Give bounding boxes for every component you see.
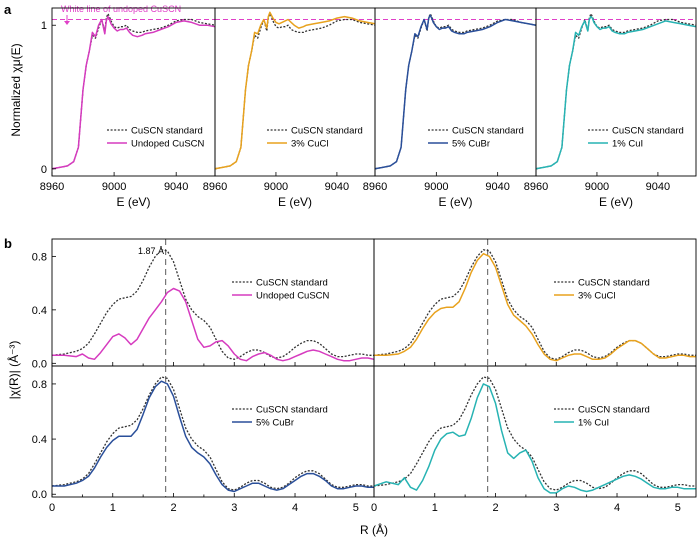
legend: CuSCN standard Undoped CuSCN [232,278,330,302]
y-tick-label: 0.8 [32,251,47,263]
chart-a2: 8960 9000 9040 E (eV) CuSCN standard 3% CuCl [203,7,376,209]
chart-b2: CuSCN standard 3% CuCl [373,238,697,367]
chart-b3: 0 1 2 3 4 5 0.0 0.4 0.8 CuSCN standard 5% CuBr [32,365,375,514]
x-axis-label: E (eV) [278,195,312,209]
x-tick-label: 9000 [424,181,448,193]
x-tick-label: 0 [49,502,55,514]
legend-label: 3% CuCl [578,291,616,302]
chart-panels: 8960 9000 9040 0 1 E (eV) CuSCN standard Undope… [32,7,697,514]
whiteline-note: White line of undoped CuSCN [61,4,181,14]
x-tick-label: 2 [170,502,176,514]
y-tick-label: 1 [41,20,47,32]
plot-frame [51,365,375,498]
legend: CuSCN standard Undoped CuSCN [107,126,205,150]
chart-a4: 8960 9000 9040 E (eV) CuSCN standard 1% CuI [524,7,697,209]
y-tick-label: 0.4 [32,434,47,446]
series-line-standard [373,249,696,360]
y-tick-label: 0.8 [32,379,47,391]
legend: CuSCN standard 5% CuBr [232,405,328,429]
series-line-sample [373,383,696,494]
legend-label: 5% CuBr [256,418,294,429]
series-line-sample [374,14,537,170]
x-tick-label: 3 [231,502,237,514]
y-tick-label: 0.0 [32,489,47,501]
legend-label: 5% CuBr [452,139,490,150]
x-tick-label: 1 [432,502,438,514]
y-tick-label: 0.0 [32,358,47,370]
legend: CuSCN standard 5% CuBr [428,126,524,150]
legend-label: 1% CuI [612,139,643,150]
x-tick-label: 8960 [363,181,387,193]
x-tick-label: 5 [353,502,359,514]
x-tick-label: 9000 [102,181,126,193]
chart-a3: 8960 9000 9040 E (eV) CuSCN standard 5% CuBr [363,7,537,209]
x-tick-label: 9000 [585,181,609,193]
x-axis-label: E (eV) [599,195,633,209]
series-line-sample [535,15,697,170]
legend: CuSCN standard 1% CuI [588,126,684,150]
legend-label: 1% CuI [578,418,609,429]
legend-label: CuSCN standard [612,126,684,137]
x-axis-label-b: R (Å) [360,522,388,537]
x-axis-label: E (eV) [438,195,472,209]
chart-b4: 0 1 2 3 4 5 CuSCN standard 1% CuI [371,365,697,514]
series-line-standard [51,376,374,491]
series-line-sample [374,252,696,362]
x-tick-label: 4 [614,502,620,514]
x-tick-label: 3 [553,502,559,514]
plot-frame [51,238,375,367]
y-axis-label-b: |χ(R)| (Å⁻³) [6,341,21,400]
legend-label: CuSCN standard [578,405,650,416]
x-axis-label: E (eV) [116,195,150,209]
x-tick-label: 8960 [524,181,548,193]
x-tick-label: 2 [492,502,498,514]
peak-position-note: 1.87 Å [138,246,164,256]
legend-label: CuSCN standard [291,126,363,137]
plot-frame [51,7,216,177]
x-tick-label: 9040 [325,181,349,193]
whiteline-arrowhead [64,21,70,25]
series-line-sample [52,380,374,493]
plot-frame [535,7,697,177]
y-tick-label: 0.4 [32,305,47,317]
plot-frame [373,365,697,498]
chart-a1: 8960 9000 9040 0 1 E (eV) CuSCN standard Undope… [40,7,216,209]
x-tick-label: 8960 [203,181,227,193]
series-line-sample [214,11,376,170]
panel-b-label: b [4,236,12,251]
plot-frame [373,238,697,367]
x-tick-label: 4 [292,502,298,514]
x-tick-label: 9040 [646,181,670,193]
series-line-standard [373,376,696,491]
x-tick-label: 8960 [40,181,64,193]
x-tick-label: 9000 [264,181,288,193]
panel-a-label: a [4,2,12,17]
x-tick-label: 9040 [485,181,509,193]
x-tick-label: 1 [110,502,116,514]
series-line-sample [51,15,216,170]
series-line-standard [51,249,374,360]
y-axis-label-a: Normalized χμ(E) [9,43,23,136]
legend-label: Undoped CuSCN [131,139,205,150]
x-tick-label: 9040 [164,181,188,193]
legend-label: CuSCN standard [256,278,328,289]
legend: CuSCN standard 3% CuCl [267,126,363,150]
legend: CuSCN standard 1% CuI [554,405,650,429]
legend-label: CuSCN standard [256,405,328,416]
x-tick-label: 0 [371,502,377,514]
legend-label: CuSCN standard [578,278,650,289]
legend-label: CuSCN standard [452,126,524,137]
x-tick-label: 5 [675,502,681,514]
series-line-sample [52,287,375,362]
legend-label: 3% CuCl [291,139,329,150]
legend-label: Undoped CuSCN [256,291,330,302]
legend: CuSCN standard 3% CuCl [554,278,650,302]
legend-label: CuSCN standard [131,126,203,137]
y-tick-label: 0 [41,164,47,176]
chart-b1: 0.0 0.4 0.8 CuSCN standard Undoped CuSCN [32,238,375,370]
